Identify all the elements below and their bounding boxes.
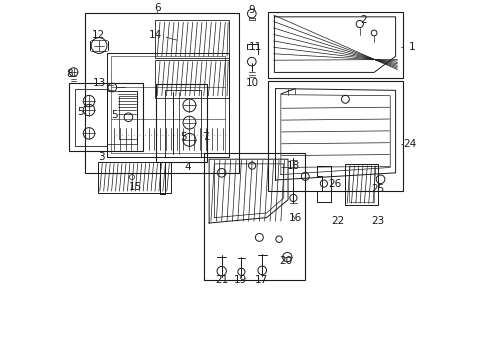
Bar [156,84,207,162]
Text: 13: 13 [93,78,106,88]
Text: 7: 7 [202,132,209,142]
Text: 1: 1 [409,42,415,52]
Bar [98,162,172,193]
Bar [166,90,201,157]
Text: 8: 8 [67,69,74,79]
Text: 5: 5 [111,111,118,121]
Text: 18: 18 [287,161,300,171]
Text: 3: 3 [98,152,105,162]
Text: 14: 14 [149,30,162,40]
Text: 19: 19 [234,275,247,285]
Text: 10: 10 [245,78,259,88]
Text: 11: 11 [249,42,262,52]
Text: 16: 16 [289,213,302,222]
Bar [269,81,403,191]
Text: 20: 20 [280,256,293,266]
Bar [69,83,143,151]
Text: 22: 22 [332,216,345,226]
Bar [111,56,225,153]
Text: 12: 12 [91,30,104,40]
Text: 9: 9 [249,5,255,15]
Bar [204,153,305,280]
Text: 15: 15 [129,182,142,192]
Text: 23: 23 [371,216,384,226]
Bar [74,89,107,146]
Text: 5: 5 [77,107,83,117]
Bar [155,21,229,58]
Text: 17: 17 [254,275,268,285]
Text: 25: 25 [371,184,384,194]
Text: 21: 21 [215,275,228,285]
Text: 4: 4 [184,162,191,172]
Text: 26: 26 [328,179,341,189]
Bar [107,53,229,157]
Bar [349,166,374,202]
Bar [155,60,229,98]
Text: 5: 5 [180,132,187,142]
Bar [85,13,239,173]
Text: 24: 24 [403,139,416,149]
Text: 6: 6 [154,3,160,13]
Text: 2: 2 [360,15,367,26]
Bar [269,12,403,78]
